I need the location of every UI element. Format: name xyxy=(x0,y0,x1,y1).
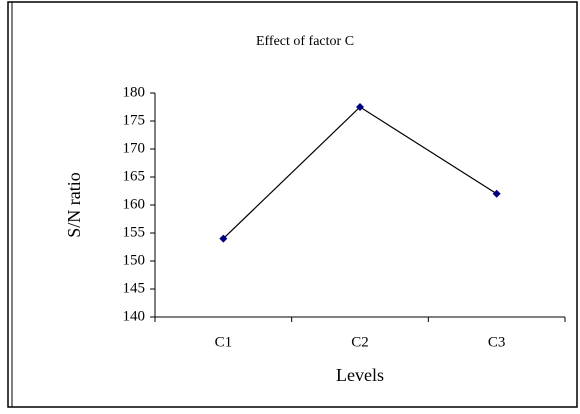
x-axis-label: Levels xyxy=(336,365,384,385)
y-tick-label: 145 xyxy=(123,280,146,296)
frame xyxy=(7,1,578,408)
marker xyxy=(492,189,501,198)
chart-title: Effect of factor C xyxy=(256,34,354,49)
y-tick-label: 165 xyxy=(123,168,146,184)
marker xyxy=(219,234,228,243)
line xyxy=(222,106,497,240)
y-axis-label: S/N ratio xyxy=(64,172,84,238)
y-tick-label: 175 xyxy=(123,112,146,128)
y-tick-label: 160 xyxy=(123,196,146,212)
x-tick-label: C2 xyxy=(351,334,369,350)
y-tick-label: 170 xyxy=(123,140,146,156)
x-tick-label: C3 xyxy=(488,334,506,350)
y-tick-label: 150 xyxy=(123,252,146,268)
y-tick-label: 140 xyxy=(123,308,146,324)
x-tick-label: C1 xyxy=(215,334,233,350)
y-tick-label: 180 xyxy=(123,84,146,100)
marker xyxy=(356,103,364,111)
y-tick-label: 155 xyxy=(123,224,146,240)
